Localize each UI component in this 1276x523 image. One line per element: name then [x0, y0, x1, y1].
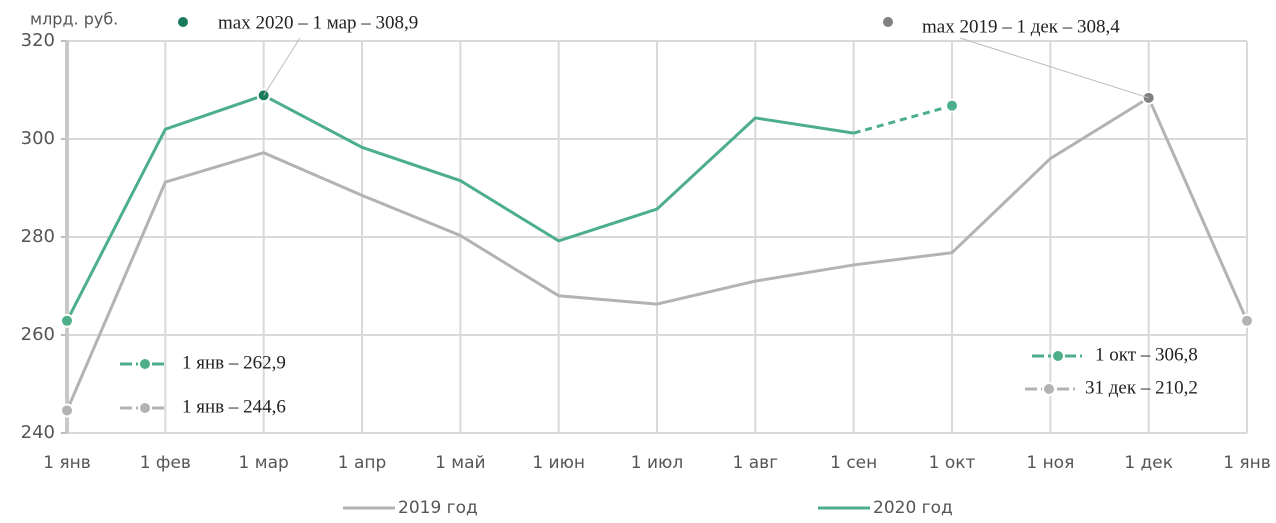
- annotation-key-dot: [138, 401, 152, 415]
- data-point: [1240, 313, 1254, 328]
- x-tick-label: 1 июл: [631, 453, 683, 473]
- y-tick-label: 240: [21, 422, 55, 443]
- point-annotation: 31 дек – 210,2: [1085, 377, 1198, 398]
- max-annotation: max 2020 – 1 мар – 308,9: [218, 12, 418, 33]
- series-line: [65, 95, 1249, 412]
- leader-line: [959, 37, 1149, 99]
- legend-label: 2020 год: [873, 498, 953, 518]
- x-tick-label: 1 авг: [733, 453, 779, 473]
- annotation-dot: [178, 17, 188, 27]
- x-tick-label: 1 сен: [830, 453, 877, 473]
- y-tick-label: 260: [21, 324, 55, 345]
- x-tick-label: 1 окт: [929, 453, 976, 473]
- leader-line: [263, 37, 301, 96]
- x-tick-label: 1 июн: [532, 453, 585, 473]
- point-annotation: 1 янв – 262,9: [182, 352, 286, 373]
- data-point: [60, 313, 74, 328]
- x-tick-label: 1 ноя: [1026, 453, 1074, 473]
- max-annotation: max 2019 – 1 дек – 308,4: [922, 16, 1120, 37]
- annotation-key-dot: [138, 357, 152, 371]
- annotation-key-dot: [1042, 382, 1056, 396]
- annotation-key-dot: [1051, 349, 1065, 363]
- x-tick-label: 1 мар: [239, 453, 289, 473]
- y-tick-label: 300: [21, 128, 55, 149]
- series-line-dashed: [853, 104, 953, 135]
- x-tick-label: 1 янв: [43, 453, 91, 473]
- series-line: [65, 93, 854, 322]
- y-tick-label: 320: [21, 30, 55, 51]
- x-tick-label: 1 май: [435, 453, 486, 473]
- annotation-dot: [883, 17, 893, 27]
- unit-label: млрд. руб.: [30, 10, 118, 29]
- point-annotation: 1 окт – 306,8: [1095, 344, 1198, 365]
- x-tick-label: 1 дек: [1124, 453, 1173, 473]
- legend-label: 2019 год: [398, 498, 478, 518]
- data-point: [945, 98, 959, 113]
- x-tick-label: 1 апр: [338, 453, 387, 473]
- y-tick-label: 280: [21, 226, 55, 247]
- x-tick-label: 1 фев: [140, 453, 191, 473]
- data-point: [60, 403, 74, 418]
- x-tick-label: 1 янв: [1223, 453, 1271, 473]
- point-annotation: 1 янв – 244,6: [182, 396, 286, 417]
